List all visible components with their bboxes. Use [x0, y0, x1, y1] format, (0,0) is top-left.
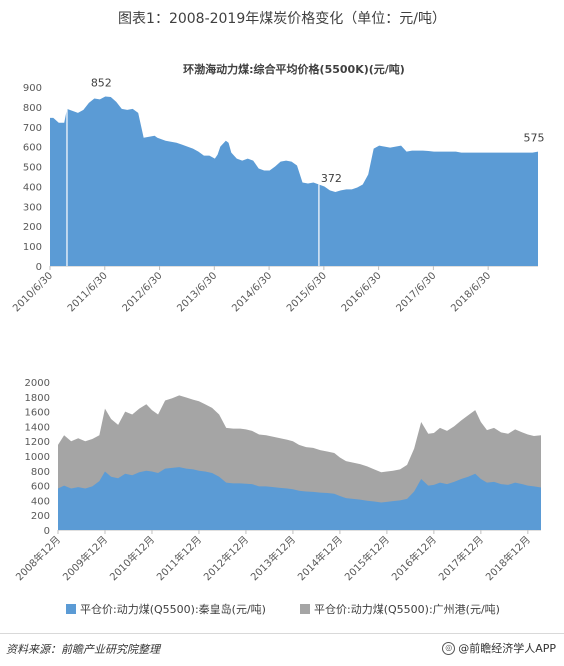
chart-bottom: 0 200 400 600 800 1000 1200 1400 1600 1800 2000 200… [13, 378, 541, 583]
app-credit-text: @前瞻经济学人APP [458, 642, 556, 655]
x-tick-label: 2011年12月 [154, 533, 204, 583]
y-tick-label: 1600 [25, 408, 50, 419]
legend-label-guangzhou: 平仓价:动力煤(Q5500):广州港(元/吨) [314, 603, 500, 616]
legend-item-qinhuangdao: 平仓价:动力煤(Q5500):秦皇岛(元/吨) [66, 601, 266, 617]
y-tick-label: 200 [23, 222, 42, 233]
y-tick-label: 900 [23, 83, 42, 94]
figure-title: 图表1：2008-2019年煤炭价格变化（单位：元/吨） [118, 11, 446, 27]
y-tick-label: 400 [23, 182, 42, 193]
y-tick-label: 800 [23, 103, 42, 114]
y-tick-label: 100 [23, 242, 42, 253]
x-tick-label: 2012年12月 [201, 533, 251, 583]
x-tick-label: 2009年12月 [60, 533, 110, 583]
x-tick-label: 2015年12月 [342, 533, 392, 583]
data-label: 372 [321, 172, 342, 185]
data-label: 575 [524, 132, 545, 145]
y-tick-label: 2000 [25, 378, 50, 389]
chart-top: 环渤海动力煤:综合平均价格(5500K)(元/吨) 0 100 200 300 400 50… [11, 62, 545, 314]
x-tick-label: 2014年12月 [295, 533, 345, 583]
y-tick-label: 700 [23, 123, 42, 134]
legend-swatch-blue [66, 604, 76, 614]
y-tick-label: 1200 [25, 437, 50, 448]
legend-item-guangzhou: 平仓价:动力煤(Q5500):广州港(元/吨) [300, 601, 500, 617]
y-tick-label: 400 [31, 496, 50, 507]
x-tick-label: 2008年12月 [13, 533, 63, 583]
y-tick-label: 0 [44, 526, 50, 537]
app-logo-icon: ◎ [442, 641, 456, 655]
y-tick-label: 0 [36, 262, 42, 273]
footer-divider [0, 633, 564, 634]
y-tick-label: 1000 [25, 452, 50, 463]
chart-title: 环渤海动力煤:综合平均价格(5500K)(元/吨) [183, 62, 405, 76]
x-tick-label: 2010年12月 [107, 533, 157, 583]
legend: 平仓价:动力煤(Q5500):秦皇岛(元/吨) 平仓价:动力煤(Q5500):广… [0, 601, 564, 617]
source-note: 资料来源：前瞻产业研究院整理 [6, 643, 160, 656]
y-tick-label: 1800 [25, 393, 50, 404]
data-label: 852 [91, 77, 112, 90]
x-tick-label: 2018年12月 [483, 533, 533, 583]
area-series [50, 96, 538, 266]
legend-label-qinhuangdao: 平仓价:动力煤(Q5500):秦皇岛(元/吨) [80, 603, 266, 616]
x-tick-label: 2016年12月 [389, 533, 439, 583]
legend-swatch-gray [300, 604, 310, 614]
x-tick-label: 2013年12月 [248, 533, 298, 583]
y-tick-label: 500 [23, 163, 42, 174]
y-tick-label: 600 [23, 143, 42, 154]
y-tick-label: 300 [23, 202, 42, 213]
y-tick-label: 600 [31, 482, 50, 493]
app-credit: ◎ @前瞻经济学人APP [442, 640, 556, 656]
x-tick-label: 2017年12月 [436, 533, 486, 583]
y-tick-label: 200 [31, 511, 50, 522]
y-tick-label: 800 [31, 467, 50, 478]
y-tick-label: 1400 [25, 422, 50, 433]
area-series [58, 467, 541, 530]
